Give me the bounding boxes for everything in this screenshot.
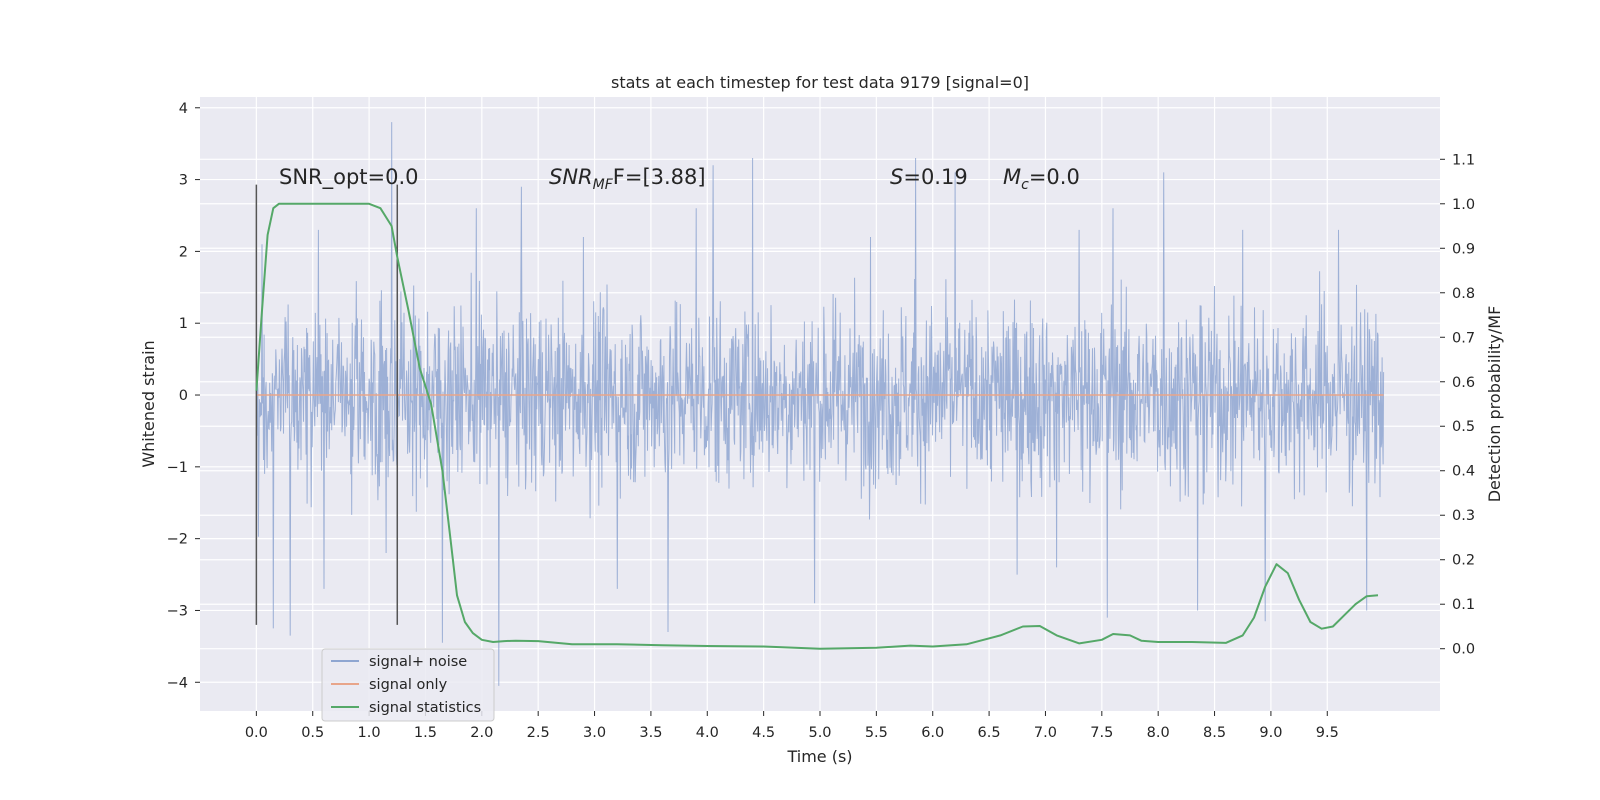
x-tick-label: 3.0 [583, 725, 606, 741]
y2-axis-ticks: 1.1 1.0 0.9 0.8 0.7 0.6 0.5 0.4 0.3 0.2 0.1 0.0 [1440, 152, 1475, 658]
y-axis-label: Whitened strain [139, 340, 158, 467]
annotation-s: S=0.19 [890, 165, 968, 189]
y2-tick-label: 0.7 [1452, 330, 1475, 346]
x-tick-label: 7.0 [1034, 725, 1057, 741]
x-tick-label: 6.0 [921, 725, 944, 741]
y2-tick-label: 0.3 [1452, 508, 1475, 524]
y2-tick-label: 0.1 [1452, 597, 1475, 613]
legend-label-signal-only: signal only [369, 677, 448, 693]
y-axis-ticks: 4 3 2 1 0 −1 −2 −3 −4 [167, 101, 200, 691]
x-tick-label: 5.0 [808, 725, 831, 741]
annotations: SNR_opt=0.0 SNRMFF=[3.88] S=0.19 Mc=0.0 [279, 165, 1080, 193]
y2-tick-label: 0.0 [1452, 642, 1475, 658]
x-axis-label: Time (s) [786, 747, 852, 766]
chart-title: stats at each timestep for test data 917… [611, 73, 1029, 92]
x-tick-label: 4.5 [752, 725, 775, 741]
y-tick-label: 0 [179, 388, 188, 404]
x-tick-label: 0.5 [301, 725, 324, 741]
x-tick-label: 2.0 [470, 725, 493, 741]
annotation-mc: Mc=0.0 [1003, 165, 1080, 193]
plot-clip [255, 122, 1385, 686]
annotation-snr-opt: SNR_opt=0.0 [279, 165, 419, 190]
x-tick-label: 7.5 [1090, 725, 1113, 741]
y-tick-label: 2 [179, 244, 188, 260]
y-tick-label: −1 [167, 460, 188, 476]
legend-box [321, 648, 495, 722]
x-tick-label: 9.5 [1316, 725, 1339, 741]
annotation-snr-mf: SNRMFF=[3.88] [549, 165, 706, 193]
y2-tick-label: 0.8 [1452, 286, 1475, 302]
legend-label-signal-noise: signal+ noise [369, 654, 467, 670]
x-tick-label: 8.5 [1203, 725, 1226, 741]
y-tick-label: 4 [179, 101, 188, 117]
x-tick-label: 3.5 [639, 725, 662, 741]
y2-tick-label: 0.2 [1452, 553, 1475, 569]
y-tick-label: 1 [179, 316, 188, 332]
x-axis-ticks: 0.0 0.5 1.0 1.5 2.0 2.5 3.0 3.5 4.0 4.5 5.0 5.5 6.0 6… [245, 711, 1339, 741]
y-tick-label: −3 [167, 603, 188, 619]
x-tick-label: 1.5 [414, 725, 437, 741]
y-tick-label: −4 [167, 675, 188, 691]
x-tick-label: 5.5 [865, 725, 888, 741]
y2-tick-label: 0.9 [1452, 241, 1475, 257]
x-tick-label: 1.0 [358, 725, 381, 741]
y-tick-label: 3 [179, 173, 188, 189]
y2-tick-label: 1.1 [1452, 152, 1475, 168]
x-tick-label: 0.0 [245, 725, 268, 741]
y2-tick-label: 0.6 [1452, 375, 1475, 391]
x-tick-label: 8.0 [1147, 725, 1170, 741]
x-tick-label: 2.5 [527, 725, 550, 741]
y2-tick-label: 0.4 [1452, 464, 1475, 480]
x-tick-label: 6.5 [978, 725, 1001, 741]
legend: signal+ noise signal only signal statist… [321, 648, 495, 722]
x-tick-label: 9.0 [1259, 725, 1282, 741]
y2-axis-label: Detection probability/MF [1485, 306, 1504, 503]
y2-tick-label: 1.0 [1452, 197, 1475, 213]
series-layer [255, 122, 1385, 686]
y2-tick-label: 0.5 [1452, 419, 1475, 435]
x-tick-label: 4.0 [696, 725, 719, 741]
legend-label-signal-statistics: signal statistics [369, 700, 481, 716]
series-signal-statistics [255, 202, 1379, 650]
y-tick-label: −2 [167, 532, 188, 548]
